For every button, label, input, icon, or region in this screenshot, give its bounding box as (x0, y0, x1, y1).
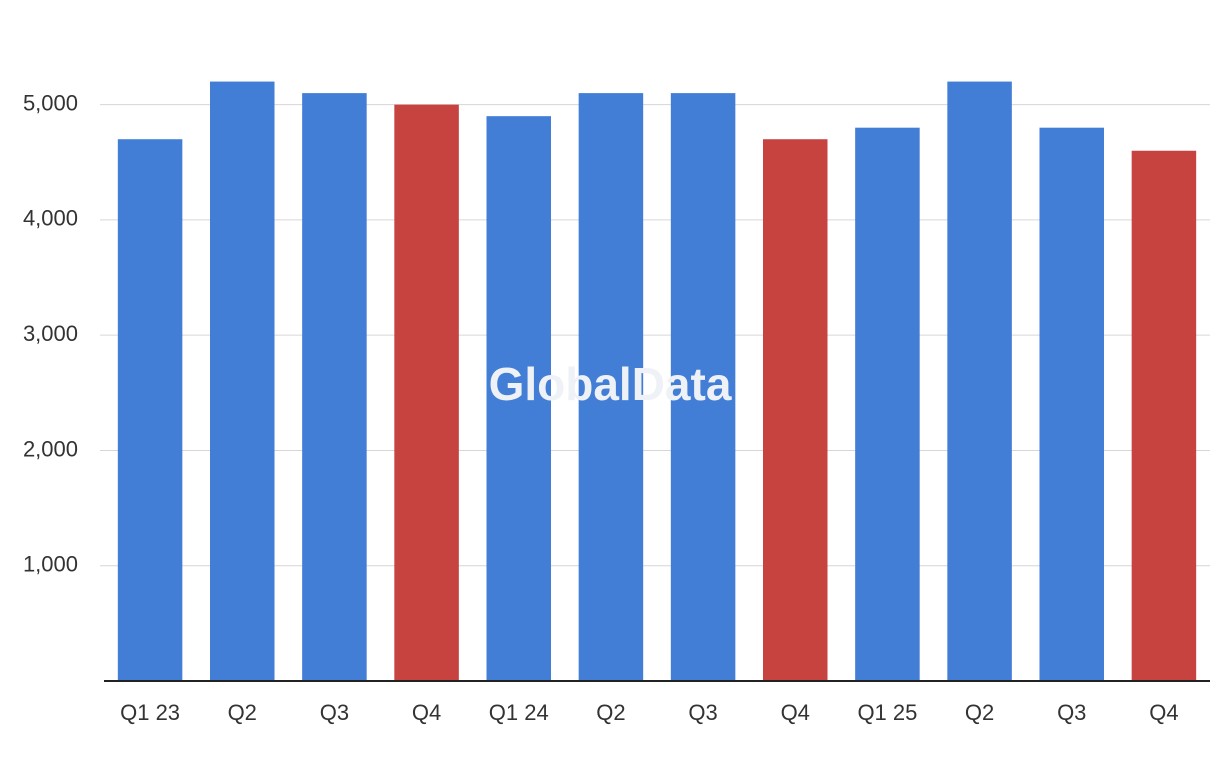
x-tick-label: Q4 (1149, 700, 1178, 725)
bar (762, 139, 828, 681)
y-tick-label: 1,000 (23, 552, 78, 577)
y-tick-label: 5,000 (23, 90, 78, 115)
x-tick-label: Q1 24 (489, 700, 549, 725)
y-tick-label: 3,000 (23, 321, 78, 346)
x-tick-label: Q4 (781, 700, 810, 725)
x-tick-label: Q1 25 (857, 700, 917, 725)
x-tick-label: Q2 (228, 700, 257, 725)
x-tick-label: Q3 (1057, 700, 1086, 725)
bar (209, 81, 275, 682)
watermark: GlobalData (489, 358, 732, 410)
bar (855, 127, 920, 681)
x-tick-label: Q3 (320, 700, 349, 725)
x-tick-label: Q4 (412, 700, 441, 725)
x-tick-label: Q2 (965, 700, 994, 725)
bar (394, 104, 459, 682)
bar (117, 139, 183, 681)
bar (1039, 127, 1105, 681)
x-tick-label: Q3 (688, 700, 717, 725)
bar (302, 93, 367, 682)
bar (947, 81, 1012, 682)
y-tick-label: 2,000 (23, 436, 78, 461)
bar (486, 116, 552, 681)
x-tick-label: Q1 23 (120, 700, 180, 725)
y-tick-label: 4,000 (23, 206, 78, 231)
bar (578, 93, 644, 682)
bar (670, 93, 736, 682)
bar (1131, 150, 1197, 681)
x-tick-label: Q2 (596, 700, 625, 725)
